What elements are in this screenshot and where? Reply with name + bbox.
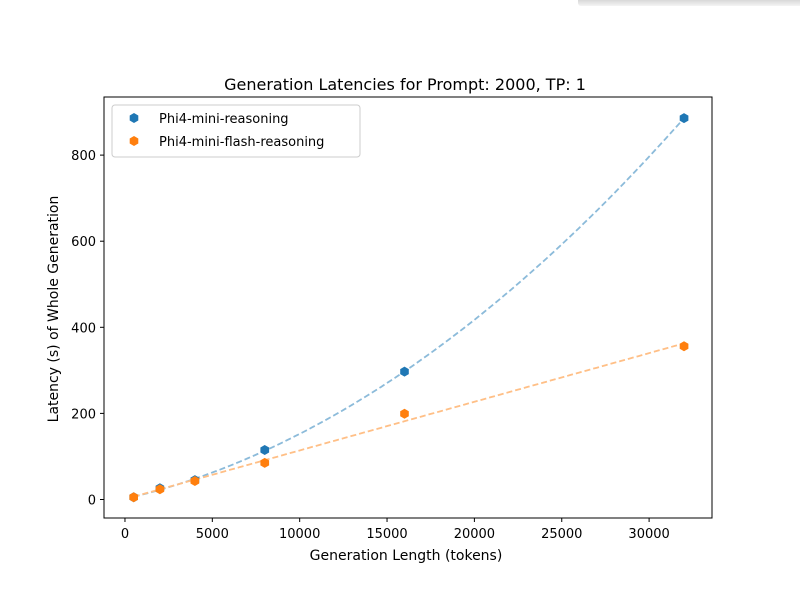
fit-curve <box>133 342 685 498</box>
x-tick-label: 15000 <box>366 527 407 542</box>
data-point <box>679 113 689 124</box>
data-point <box>400 366 409 377</box>
x-axis-label: Generation Length (tokens) <box>310 548 503 564</box>
y-tick-label: 400 <box>71 321 96 336</box>
data-point <box>260 445 270 455</box>
y-axis-label: Latency (s) of Whole Generation <box>46 196 62 423</box>
x-tick-label: 30000 <box>628 527 669 542</box>
legend-box <box>111 104 361 158</box>
legend-entry: Phi4-mini-flash-reasoning <box>159 135 324 150</box>
legend-marker <box>129 136 139 146</box>
y-tick-label: 600 <box>71 235 96 250</box>
plot-area: 0 5000 10000 15000 20000 25000 30000 0 200 400 600… <box>71 96 713 542</box>
x-tick-label: 25000 <box>541 527 582 542</box>
fit-curve <box>133 117 685 498</box>
y-tick-label: 0 <box>88 493 96 508</box>
axes-frame <box>103 96 713 519</box>
window-edge-shadow <box>578 0 800 6</box>
legend: Phi4-mini-reasoning Phi4-mini-flash-reaso… <box>111 104 361 158</box>
x-tick-label: 5000 <box>196 527 229 542</box>
y-tick-label: 200 <box>71 407 96 422</box>
x-tick-label: 0 <box>121 527 129 542</box>
legend-entry: Phi4-mini-reasoning <box>159 112 289 127</box>
data-point <box>190 476 200 486</box>
legend-marker <box>129 113 139 123</box>
data-point <box>679 341 689 352</box>
chart-title: Generation Latencies for Prompt: 2000, T… <box>224 75 586 94</box>
y-tick-label: 800 <box>71 149 96 164</box>
x-tick-label: 10000 <box>279 527 320 542</box>
data-point <box>129 492 138 503</box>
x-tick-label: 20000 <box>454 527 495 542</box>
data-point <box>155 484 165 495</box>
data-point <box>400 408 409 419</box>
data-point <box>260 457 270 468</box>
